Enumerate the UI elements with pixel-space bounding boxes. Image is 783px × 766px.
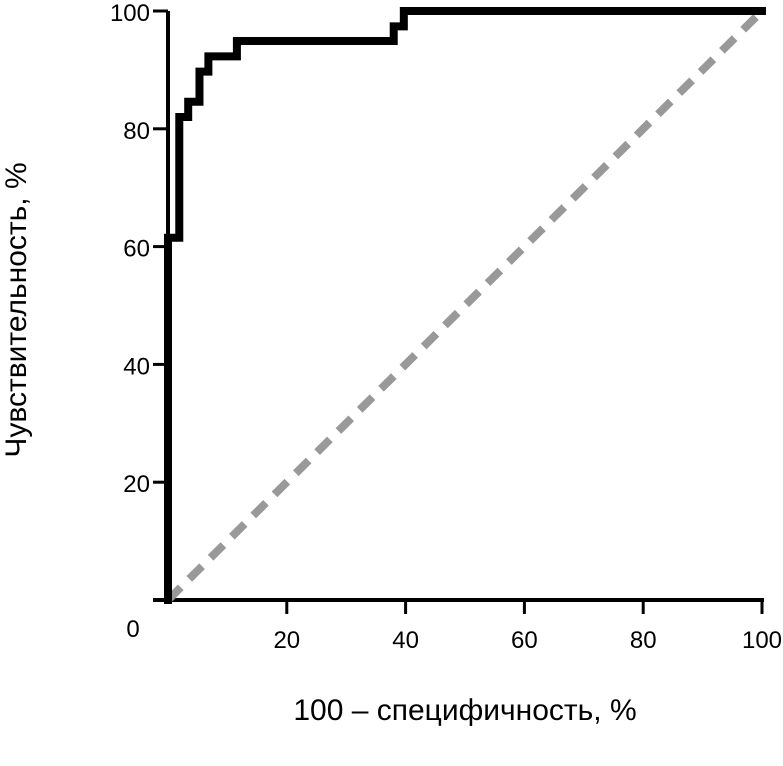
y-tick-label: 40 xyxy=(123,353,150,380)
x-tick-label: 60 xyxy=(511,627,538,654)
y-axis-label: Чувствительность, % xyxy=(0,162,33,457)
y-tick-label: 80 xyxy=(123,118,150,145)
y-tick-label: 20 xyxy=(123,471,150,498)
x-tick-label: 80 xyxy=(630,627,657,654)
y-tick-label: 100 xyxy=(110,0,150,27)
y-tick-label: 60 xyxy=(123,236,150,263)
axes: 20 40 60 80 100 0 20 40 60 80 100 xyxy=(110,0,782,654)
x-axis-label: 100 – специфичность, % xyxy=(293,694,636,727)
x-tick-label: 0 xyxy=(126,616,139,643)
series-group xyxy=(164,7,766,604)
x-tick-label: 40 xyxy=(392,627,419,654)
x-tick-label: 20 xyxy=(273,627,300,654)
x-tick-label: 100 xyxy=(742,627,782,654)
reference-line xyxy=(165,8,765,603)
roc-curve xyxy=(164,7,766,604)
